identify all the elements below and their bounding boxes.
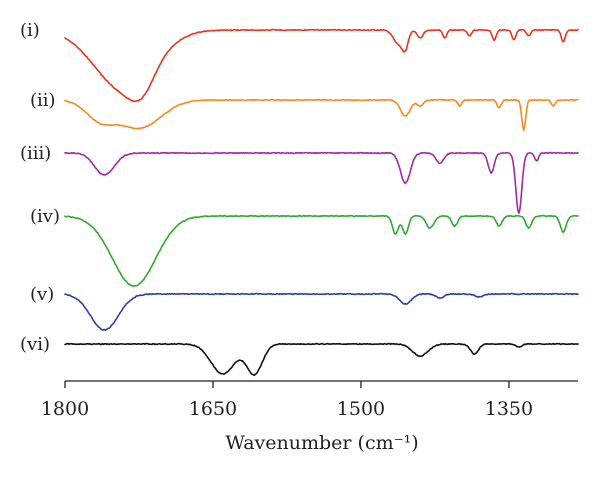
series-label-6: (vi) bbox=[20, 334, 50, 355]
spectrum-line-4 bbox=[64, 214, 579, 288]
x-axis-ticks: 1800 1650 1500 1350 bbox=[41, 381, 533, 420]
x-tick-label-1500: 1500 bbox=[337, 398, 385, 420]
x-tick-label-1800: 1800 bbox=[41, 398, 89, 420]
spectrum-line-1 bbox=[64, 28, 579, 103]
series-label-5: (v) bbox=[30, 284, 54, 305]
spectrum-line-6 bbox=[64, 342, 579, 377]
x-tick-label-1350: 1350 bbox=[485, 398, 533, 420]
series-labels: (i) (ii) (iii) (iv) (v) (vi) bbox=[20, 20, 60, 355]
x-axis-title: Wavenumber (cm⁻¹) bbox=[225, 432, 418, 454]
series-label-3: (iii) bbox=[20, 143, 51, 164]
series-label-2: (ii) bbox=[30, 90, 56, 111]
series-label-1: (i) bbox=[20, 20, 40, 41]
spectrum-line-2 bbox=[64, 98, 579, 132]
series-label-4: (iv) bbox=[30, 206, 60, 227]
spectrum-line-5 bbox=[64, 292, 579, 332]
x-tick-label-1650: 1650 bbox=[189, 398, 237, 420]
series-layer bbox=[64, 28, 579, 377]
spectrum-line-3 bbox=[64, 151, 579, 215]
